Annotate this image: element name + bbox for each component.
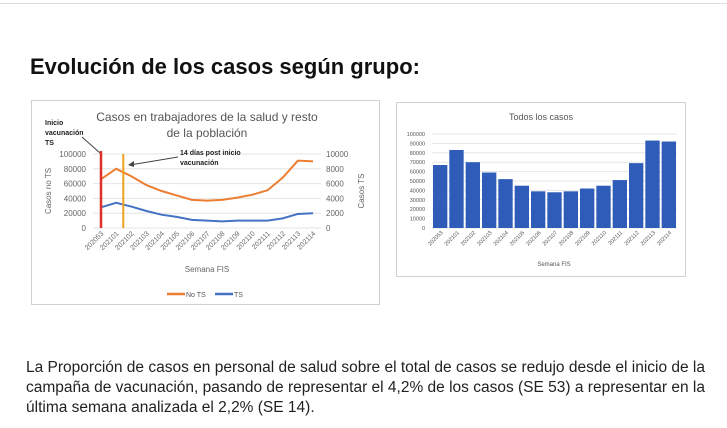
series-line-ts (100, 201, 314, 223)
bar (514, 185, 529, 228)
bar (465, 162, 480, 228)
bar (449, 149, 464, 228)
bar (612, 180, 627, 228)
y-tick-label: 0 (422, 226, 425, 232)
y-tick-label: 40000 (410, 188, 425, 194)
y-tick-label: 10000 (410, 217, 425, 223)
chart-title-line2: de la población (167, 126, 248, 140)
bar (645, 140, 660, 228)
y-tick-label: 20000 (64, 209, 87, 218)
y-tick-label: 0 (82, 224, 87, 233)
x-tick-label: 202113 (640, 230, 657, 247)
bar (482, 172, 497, 228)
x-tick-label: 202101 (444, 230, 461, 247)
x-tick-label: 202112 (624, 230, 641, 247)
arrowhead-icon (128, 161, 134, 167)
x-tick-label: 202111 (608, 230, 625, 247)
y-tick-label: 60000 (64, 180, 87, 189)
bar (563, 191, 578, 228)
chart-title: Todos los casos (509, 112, 574, 122)
bar (596, 185, 611, 228)
bar (547, 192, 562, 228)
y-tick-label: 50000 (410, 179, 425, 185)
y2-tick-label: 6000 (326, 180, 344, 189)
x-tick-label: 202109 (574, 230, 591, 247)
y2-tick-label: 0 (326, 224, 331, 233)
x-axis-title: Semana FIS (185, 265, 229, 274)
x-tick-label: 202106 (525, 230, 542, 247)
bar (580, 188, 595, 228)
bar (661, 141, 676, 228)
line-chart: Casos en trabajadores de la salud y rest… (44, 110, 366, 299)
bar-chart-panel: Todos los casos 0 10000 20000 30000 40000 5000… (396, 102, 686, 277)
y2-tick-label: 2000 (326, 209, 344, 218)
summary-paragraph: La Proporción de casos en personal de sa… (26, 359, 705, 416)
annotation-label-vaccination: TS (45, 140, 54, 147)
y2-axis-title: Casos TS (357, 174, 366, 209)
x-tick-label: 202110 (591, 230, 608, 247)
bar-chart: Todos los casos 0 10000 20000 30000 40000 5000… (407, 112, 677, 268)
bar (498, 179, 513, 228)
y-axis-title: Casos no TS (44, 168, 53, 214)
x-tick-label: 202108 (558, 230, 575, 247)
bar (531, 191, 546, 228)
y2-tick-label: 4000 (326, 194, 344, 203)
x-tick-label: 202103 (476, 230, 493, 247)
annotation-label-vaccination: Inicio (45, 120, 63, 127)
x-tick-label: 202053 (427, 230, 444, 247)
bar (433, 165, 448, 228)
y-tick-label: 80000 (64, 165, 87, 174)
y-tick-label: 80000 (410, 151, 425, 157)
y-tick-label: 100000 (407, 132, 425, 138)
legend-label: No TS (186, 292, 206, 299)
x-tick-label: 202107 (542, 230, 559, 247)
y-tick-label: 20000 (410, 207, 425, 213)
annotation-label-vaccination: vacunación (45, 130, 84, 137)
x-axis-title: Semana FIS (537, 262, 570, 268)
x-tick-label: 202114 (656, 230, 673, 247)
slide-title: Evolución de los casos según grupo: (30, 54, 420, 79)
x-tick-label: 202105 (509, 230, 526, 247)
y2-tick-label: 8000 (326, 165, 344, 174)
x-tick-label: 202102 (460, 230, 477, 247)
annotation-arrow (129, 156, 179, 166)
annotation-label-14-days: vacunación (180, 160, 219, 167)
x-tick-label: 202104 (493, 230, 510, 247)
annotation-arrow (81, 136, 101, 154)
y-tick-label: 30000 (410, 198, 425, 204)
chart-title: Casos en trabajadores de la salud y rest… (96, 110, 318, 124)
line-chart-panel: Casos en trabajadores de la salud y rest… (31, 100, 380, 305)
y2-tick-label: 10000 (326, 150, 349, 159)
y-tick-label: 40000 (64, 194, 87, 203)
legend-label: TS (234, 292, 243, 299)
y-tick-label: 70000 (410, 160, 425, 166)
bar (629, 163, 644, 228)
y-tick-label: 100000 (59, 150, 86, 159)
annotation-label-14-days: 14 días post inicio (180, 150, 241, 157)
y-tick-label: 60000 (410, 170, 425, 176)
y-tick-label: 90000 (410, 141, 425, 147)
top-divider (0, 0, 727, 4)
